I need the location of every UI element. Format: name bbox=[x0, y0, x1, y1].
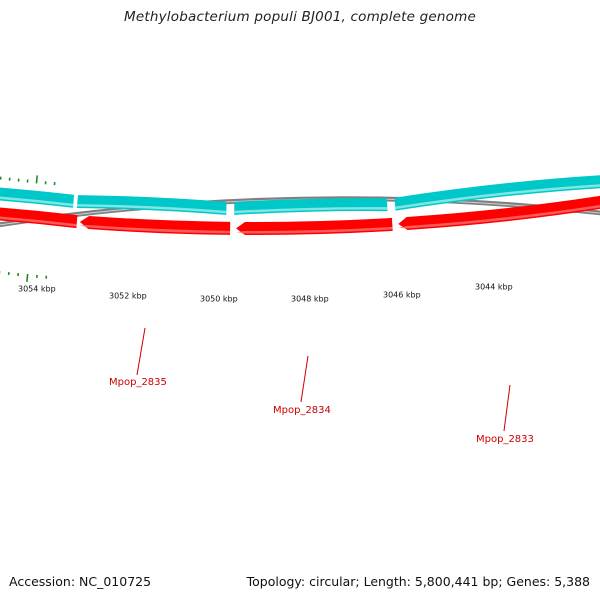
scale-label: 3054 kbp bbox=[18, 284, 56, 293]
forward-gene-arrow bbox=[398, 195, 600, 230]
reverse-gene-shine bbox=[234, 207, 388, 214]
reverse-gene-shine bbox=[77, 204, 227, 214]
reverse-gene-shine bbox=[395, 184, 600, 210]
scale-label: 3052 kbp bbox=[109, 291, 147, 300]
accession-text: Accession: NC_010725 bbox=[9, 574, 152, 589]
reverse-gene-shine bbox=[0, 196, 74, 207]
genome-summary: Topology: circular; Length: 5,800,441 bp… bbox=[246, 574, 590, 589]
gene-label: Mpop_2835 bbox=[109, 377, 167, 388]
gene-labels: Mpop_2835 Mpop_2834 Mpop_2833 bbox=[109, 327, 534, 445]
forward-gene-shine bbox=[0, 216, 77, 227]
backbone-arc bbox=[0, 196, 600, 228]
scale-label: 3044 kbp bbox=[475, 282, 513, 291]
gene-label: Mpop_2833 bbox=[476, 434, 534, 445]
scale-label: 3046 kbp bbox=[383, 290, 421, 299]
major-tick bbox=[35, 175, 39, 184]
outer-scale-ticks bbox=[0, 271, 48, 283]
forward-gene-shine bbox=[398, 204, 600, 229]
gene-label: Mpop_2834 bbox=[273, 405, 331, 416]
forward-gene-shine bbox=[79, 224, 231, 234]
scale-label: 3050 kbp bbox=[200, 295, 238, 304]
gene-leader-line bbox=[300, 355, 309, 403]
gene-leader-line bbox=[503, 384, 511, 432]
scale-labels: 3054 kbp 3052 kbp 3050 kbp 3048 kbp 3046 kbp… bbox=[18, 282, 513, 303]
major-tick bbox=[26, 273, 29, 283]
inner-scale-ticks bbox=[0, 175, 56, 186]
feature-tracks bbox=[0, 175, 600, 236]
gene-leader-line bbox=[136, 327, 146, 376]
map-title: Methylobacterium populi BJ001, complete … bbox=[124, 9, 476, 25]
forward-gene-arrow bbox=[79, 215, 231, 235]
forward-gene-shine bbox=[236, 226, 393, 234]
scale-label: 3048 kbp bbox=[291, 294, 329, 303]
